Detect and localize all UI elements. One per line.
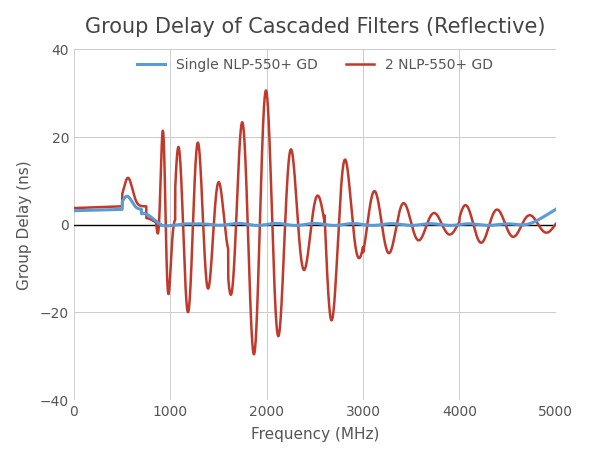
Y-axis label: Group Delay (ns): Group Delay (ns) [17, 160, 32, 290]
Title: Group Delay of Cascaded Filters (Reflective): Group Delay of Cascaded Filters (Reflect… [84, 17, 545, 37]
X-axis label: Frequency (MHz): Frequency (MHz) [251, 427, 379, 442]
Legend: Single NLP-550+ GD, 2 NLP-550+ GD: Single NLP-550+ GD, 2 NLP-550+ GD [132, 53, 498, 78]
